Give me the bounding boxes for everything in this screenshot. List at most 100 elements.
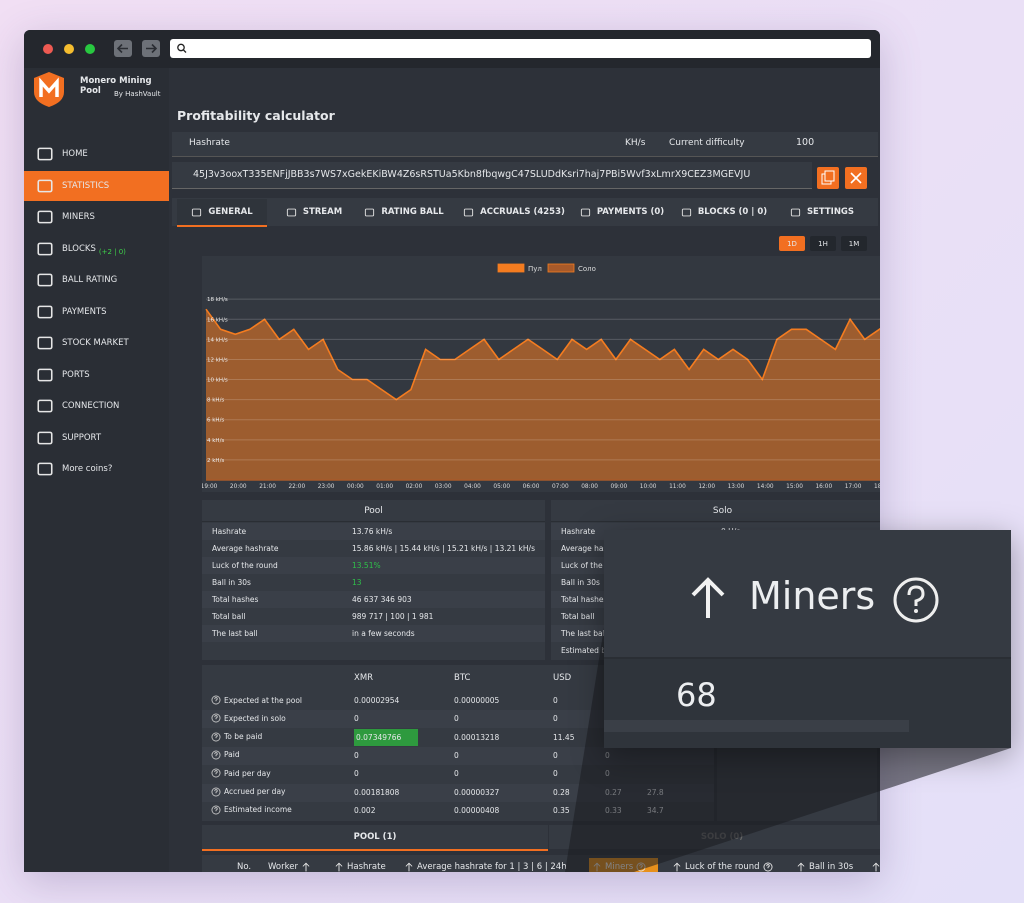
nav-item[interactable]: STOCK MARKET [24, 328, 169, 358]
x-tick-label: 06:00 [523, 484, 540, 490]
nav-label: STOCK MARKET [62, 338, 129, 348]
earnings-value: 11.45 [553, 732, 575, 742]
earnings-value: 0 [553, 769, 558, 779]
arrow [335, 862, 343, 872]
range-button[interactable]: 1M [841, 236, 867, 251]
ring [211, 768, 221, 778]
tab-icon [286, 208, 296, 216]
x-tick-label: 20:00 [230, 484, 247, 490]
unit-label[interactable]: KH/s [625, 138, 646, 148]
browser-controls [43, 39, 871, 58]
nav-item[interactable]: HOME [24, 139, 169, 169]
legend-label: Соло [578, 265, 596, 273]
arrow [872, 862, 880, 872]
tab-label: GENERAL [208, 207, 253, 217]
zoom-callout: Miners 68 [604, 530, 1011, 748]
range-button[interactable]: 1D [779, 236, 805, 251]
legend-label: Пул [528, 265, 542, 273]
ring [211, 695, 221, 705]
x-tick-label: 14:00 [757, 484, 774, 490]
x-tick-label: 07:00 [552, 484, 569, 490]
box [37, 368, 53, 381]
help-icon [211, 695, 221, 705]
stats-label: Average hashrate [561, 544, 628, 553]
stats-value: 989 717 | 100 | 1 981 [352, 612, 434, 621]
nav-icon [37, 368, 53, 381]
help-icon [211, 787, 221, 796]
earnings-value: 0.35 [553, 805, 570, 815]
nav-label: PORTS [62, 369, 90, 380]
nav-item[interactable]: STATISTICS [24, 170, 169, 201]
x-tick-label: 12:00 [698, 484, 715, 490]
nav-item[interactable]: PORTS [24, 360, 169, 390]
difficulty-label[interactable]: Current difficulty [669, 138, 745, 148]
q [214, 715, 218, 720]
pool-tab[interactable]: POOL (1) [202, 825, 548, 851]
x-tick-label: 00:00 [347, 484, 364, 490]
miners-panel [202, 855, 880, 872]
x-tick-label: 01:00 [376, 484, 393, 490]
miners-column: Luck of the round [672, 862, 773, 872]
y-tick-label: 6 kH/s [207, 418, 224, 424]
earnings-value: 0 [553, 696, 558, 705]
earnings-label: Estimated income [211, 805, 292, 815]
stats-value: 15.86 kH/s | 15.44 kH/s | 15.21 kH/s | 1… [352, 544, 535, 553]
nav-item[interactable]: BALL RATING [24, 265, 169, 295]
stats-value: in a few seconds [352, 629, 415, 638]
miners-column-label: No. [237, 862, 252, 872]
help-icon [211, 713, 221, 723]
x-tick-label: 21:00 [259, 484, 276, 490]
nav-item[interactable]: BLOCKS (+2 | 0) [24, 234, 169, 264]
tab[interactable]: ACCRUALS (4253) [459, 199, 569, 225]
nav-icon [37, 431, 53, 444]
q [214, 697, 218, 702]
calc-bar [172, 132, 878, 157]
help-icon [211, 805, 221, 815]
miners-column: No. [237, 862, 251, 872]
close-button[interactable] [845, 167, 867, 189]
tab[interactable]: SETTINGS [779, 199, 865, 225]
box [37, 431, 53, 444]
tab-icon [192, 208, 202, 216]
stats-stripe [202, 591, 545, 608]
miners-column-label: Luck of the round [685, 862, 760, 872]
nav-icon [37, 273, 53, 287]
stats-label: Luck of the round [561, 561, 627, 570]
nav-item[interactable]: MINERS [24, 202, 169, 232]
nav-label: STATISTICS [62, 180, 110, 191]
nav-item[interactable]: PAYMENTS [24, 297, 169, 327]
x-tick-label: 11:00 [669, 484, 686, 490]
nav-item[interactable]: SUPPORT [24, 423, 169, 453]
nav-item[interactable]: More coins? [24, 454, 169, 484]
nav-label: MINERS [62, 212, 95, 222]
range-button[interactable]: 1H [810, 236, 836, 251]
tab[interactable]: GENERAL [177, 199, 267, 227]
brand-sub: By HashVault [114, 90, 161, 98]
address-bar[interactable] [170, 39, 871, 58]
box [286, 208, 296, 216]
earnings-value: 0.00000005 [454, 696, 500, 705]
nav-item[interactable]: CONNECTION [24, 391, 169, 421]
tab[interactable]: STREAM [269, 199, 359, 225]
difficulty-value[interactable]: 100 [796, 137, 815, 148]
earnings-value: 0 [354, 769, 359, 779]
sidebar: Monero Mining Pool By HashVault HOME STAT… [24, 68, 169, 872]
tab[interactable]: RATING BALL [359, 199, 449, 225]
copy-button[interactable] [817, 167, 839, 189]
tab[interactable]: BLOCKS (0 | 0) [674, 199, 774, 225]
nav-icon [37, 147, 53, 161]
paid-highlight [354, 728, 418, 746]
q [214, 788, 218, 793]
earnings-value: 0 [553, 750, 558, 760]
arrow-icon [405, 862, 413, 872]
earnings-stripe [202, 710, 714, 729]
nav-label: BALL RATING [62, 275, 118, 285]
miners-column: Worker [268, 862, 311, 872]
earnings-label-text: Expected in solo [224, 713, 286, 723]
x-tick-label: 04:00 [464, 484, 481, 490]
tab-icon [580, 208, 590, 216]
logo [34, 72, 64, 107]
earnings-value: 0.07349766 [356, 732, 402, 742]
tab[interactable]: PAYMENTS (0) [574, 199, 670, 225]
x-tick-label: 19:00 [202, 484, 218, 490]
